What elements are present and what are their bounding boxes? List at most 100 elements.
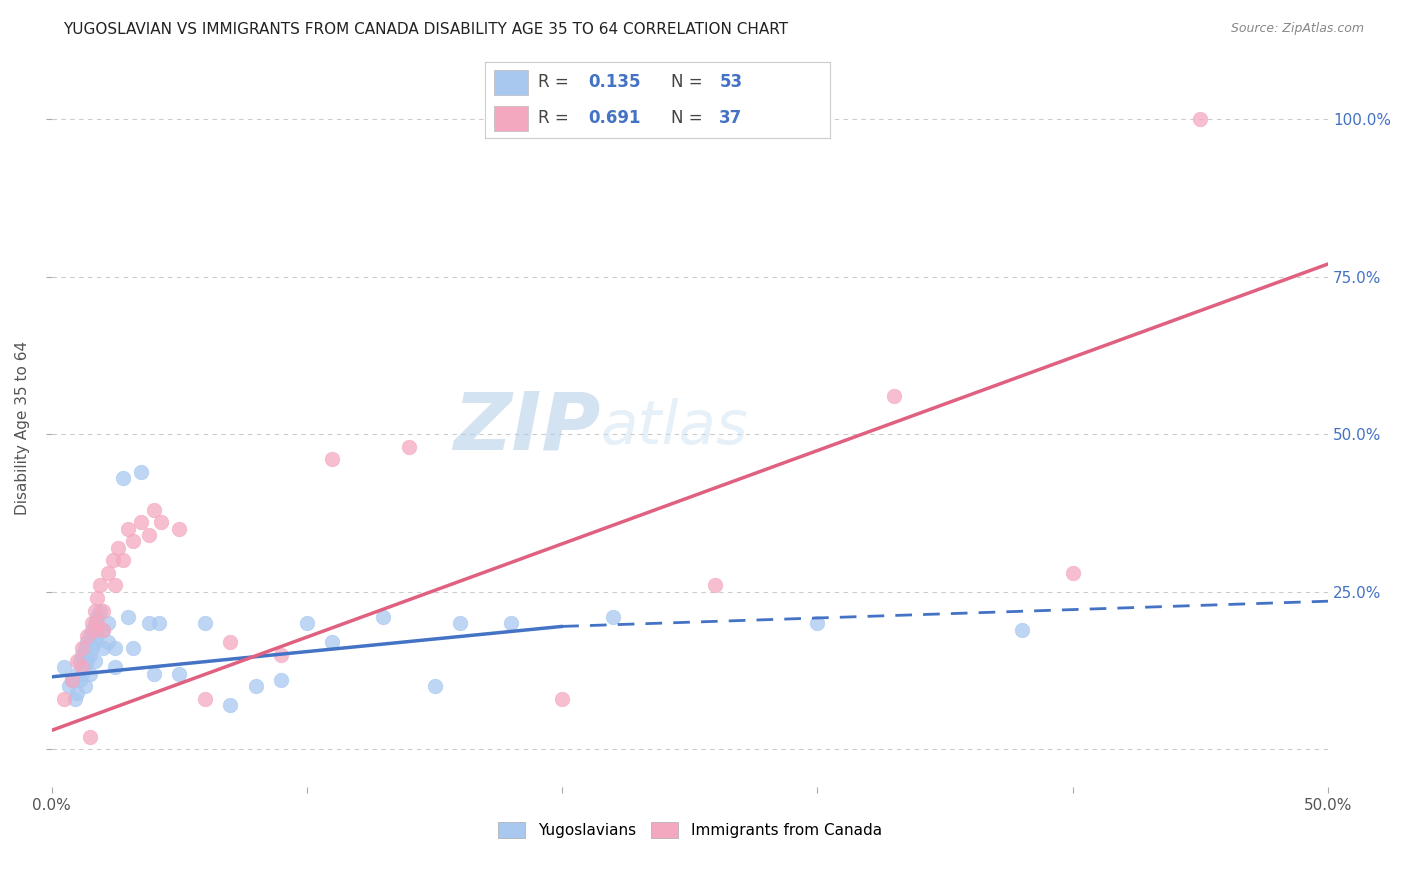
Point <box>79 648 101 662</box>
Point <box>97 566 120 580</box>
Point <box>1062 566 1084 580</box>
Point <box>84 635 107 649</box>
Point <box>70 641 93 656</box>
Text: 37: 37 <box>720 109 742 128</box>
Point <box>245 679 267 693</box>
Point <box>194 692 217 706</box>
Point <box>142 666 165 681</box>
Point <box>129 465 152 479</box>
Point <box>129 516 152 530</box>
Point <box>142 503 165 517</box>
Point <box>82 616 104 631</box>
Point <box>76 635 98 649</box>
Point <box>111 471 134 485</box>
Point <box>86 629 108 643</box>
Point <box>167 522 190 536</box>
Text: 0.135: 0.135 <box>588 73 641 91</box>
FancyBboxPatch shape <box>494 70 529 95</box>
Text: R =: R = <box>538 73 575 91</box>
Point <box>89 578 111 592</box>
Point <box>69 654 91 668</box>
Point <box>63 692 86 706</box>
Point <box>91 604 114 618</box>
Point <box>122 534 145 549</box>
Text: ZIP: ZIP <box>453 389 600 467</box>
Text: atlas: atlas <box>600 399 748 458</box>
Point <box>76 654 98 668</box>
Text: Source: ZipAtlas.com: Source: ZipAtlas.com <box>1230 22 1364 36</box>
Point <box>70 648 93 662</box>
Point <box>69 673 91 687</box>
Point <box>73 641 96 656</box>
Point <box>551 692 574 706</box>
Point <box>84 604 107 618</box>
Point <box>73 679 96 693</box>
Point <box>60 673 83 687</box>
Text: N =: N = <box>671 109 709 128</box>
Point <box>89 604 111 618</box>
Point <box>219 698 242 713</box>
Point <box>91 623 114 637</box>
Point <box>53 692 76 706</box>
Point <box>70 666 93 681</box>
Point <box>449 616 471 631</box>
Point <box>66 666 89 681</box>
Point <box>117 610 139 624</box>
Point <box>602 610 624 624</box>
Point <box>101 553 124 567</box>
Point <box>321 452 343 467</box>
Point <box>321 635 343 649</box>
Point <box>60 673 83 687</box>
Point <box>501 616 523 631</box>
Point <box>111 553 134 567</box>
Point <box>53 660 76 674</box>
Point <box>138 528 160 542</box>
Point <box>122 641 145 656</box>
Point <box>91 623 114 637</box>
Point <box>373 610 395 624</box>
Text: 53: 53 <box>720 73 742 91</box>
Point <box>79 666 101 681</box>
Point <box>270 648 292 662</box>
Point <box>76 629 98 643</box>
Point <box>423 679 446 693</box>
Point <box>117 522 139 536</box>
Text: R =: R = <box>538 109 575 128</box>
Point <box>104 578 127 592</box>
Point <box>79 730 101 744</box>
Point <box>1011 623 1033 637</box>
Point <box>104 660 127 674</box>
Point <box>148 616 170 631</box>
Point <box>82 623 104 637</box>
Point <box>84 654 107 668</box>
Point <box>84 623 107 637</box>
Point <box>295 616 318 631</box>
Point <box>150 516 173 530</box>
Point <box>219 635 242 649</box>
Point <box>1189 112 1212 126</box>
Point <box>97 635 120 649</box>
FancyBboxPatch shape <box>494 105 529 130</box>
Point <box>86 616 108 631</box>
Point <box>107 541 129 555</box>
Point <box>84 616 107 631</box>
Point <box>86 610 108 624</box>
Point <box>398 440 420 454</box>
Point <box>704 578 727 592</box>
Point <box>66 685 89 699</box>
Point <box>66 654 89 668</box>
Point <box>138 616 160 631</box>
Point <box>104 641 127 656</box>
Point <box>82 641 104 656</box>
Point <box>91 641 114 656</box>
Point <box>79 629 101 643</box>
Point <box>73 660 96 674</box>
Point <box>86 591 108 605</box>
Point <box>194 616 217 631</box>
Legend: Yugoslavians, Immigrants from Canada: Yugoslavians, Immigrants from Canada <box>492 816 889 844</box>
Point <box>58 679 80 693</box>
Text: 0.691: 0.691 <box>588 109 641 128</box>
Point <box>883 389 905 403</box>
Point <box>806 616 828 631</box>
Point <box>97 616 120 631</box>
